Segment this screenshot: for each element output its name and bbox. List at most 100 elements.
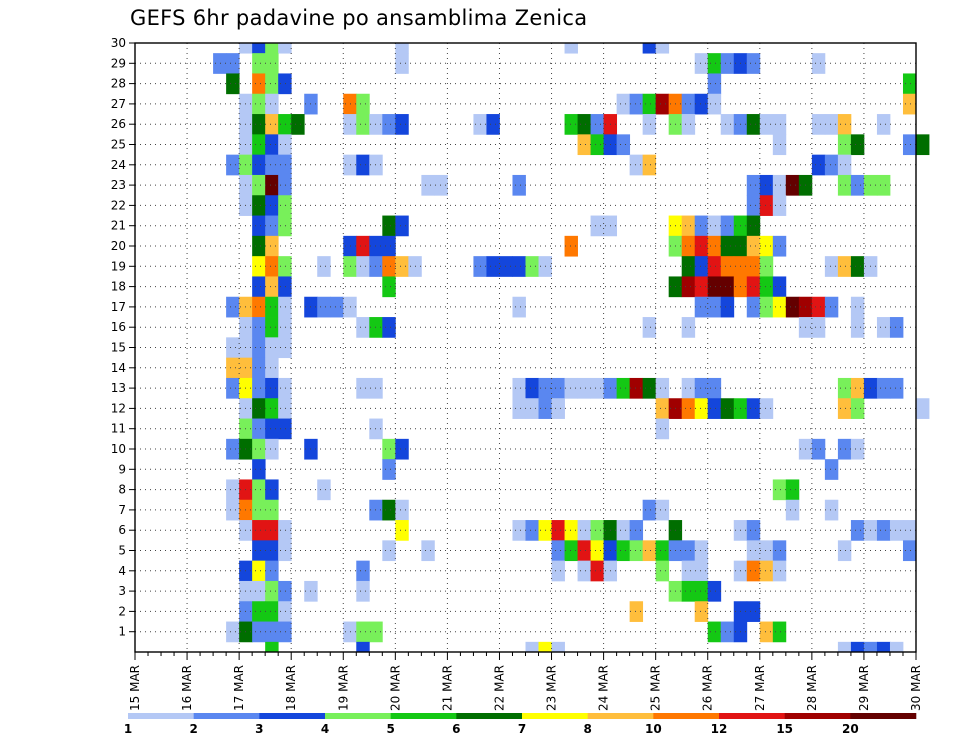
y-tick-label: 21	[111, 219, 126, 233]
heatmap-cell	[213, 53, 227, 74]
colorbar-swatch	[522, 713, 588, 719]
heatmap-cell	[265, 418, 279, 440]
heatmap-cell	[278, 73, 292, 95]
heatmap-cell	[746, 114, 761, 135]
heatmap-cell	[876, 317, 891, 338]
heatmap-cell	[252, 256, 266, 277]
heatmap-cell	[252, 438, 266, 460]
heatmap-cell	[577, 520, 591, 541]
heatmap-cell	[369, 418, 383, 440]
heatmap-cell	[265, 195, 279, 216]
heatmap-cell	[811, 154, 826, 176]
heatmap-cell	[395, 438, 409, 460]
heatmap-cell	[252, 317, 266, 338]
heatmap-cell	[655, 43, 670, 54]
heatmap-cell	[564, 114, 578, 135]
colorbar-swatch	[587, 713, 654, 719]
y-tick-label: 14	[111, 361, 126, 375]
heatmap-cell	[317, 256, 331, 277]
heatmap-cell	[577, 114, 591, 135]
heatmap-cell	[382, 235, 396, 257]
colorbar-label: 7	[518, 722, 526, 736]
heatmap-cell	[343, 93, 357, 115]
heatmap-cell	[330, 296, 344, 318]
heatmap-cell	[772, 479, 787, 501]
heatmap-cell	[252, 93, 266, 115]
heatmap-cell	[252, 459, 266, 480]
heatmap-cell	[746, 540, 761, 562]
heatmap-cell	[252, 215, 266, 237]
heatmap-cell	[694, 53, 709, 74]
heatmap-cell	[707, 73, 722, 95]
heatmap-cell	[265, 235, 279, 257]
heatmap-cell	[564, 235, 578, 257]
heatmap-cell	[681, 235, 696, 257]
heatmap-cell	[278, 154, 292, 176]
y-tick-label: 25	[111, 138, 126, 152]
heatmap-cell	[343, 256, 357, 277]
heatmap-cell	[746, 520, 761, 541]
heatmap-cell	[564, 520, 578, 541]
heatmap-cell	[837, 174, 852, 196]
heatmap-cell	[681, 114, 696, 135]
heatmap-cell	[278, 134, 292, 156]
heatmap-cell	[837, 256, 852, 277]
heatmap-cell	[278, 621, 292, 643]
heatmap-cell	[278, 174, 292, 196]
colorbar-label: 1	[124, 722, 132, 736]
heatmap-cell	[512, 174, 526, 196]
heatmap-cell	[278, 256, 292, 277]
heatmap-cell	[876, 174, 891, 196]
x-tick-label: 16 MAR	[180, 665, 194, 711]
heatmap-cell	[720, 276, 735, 298]
heatmap-cell	[681, 215, 696, 237]
x-tick-label: 19 MAR	[336, 665, 350, 711]
x-axis: 15 MAR 16 MAR 17 MAR 18 MAR 19 MAR 20 MAR 21 M…	[128, 652, 923, 711]
heatmap-cell	[694, 377, 709, 399]
heatmap-cell	[486, 256, 500, 277]
heatmap-cell	[252, 540, 266, 562]
heatmap-cell	[889, 317, 904, 338]
heatmap-cell	[824, 114, 839, 135]
heatmap-cell	[356, 560, 370, 582]
heatmap-cell	[707, 377, 722, 399]
heatmap-cell	[642, 93, 657, 115]
heatmap-cell	[902, 134, 917, 156]
heatmap-cell	[382, 317, 396, 338]
heatmap-cell	[707, 296, 722, 318]
colorbar-label: 12	[711, 722, 728, 736]
heatmap-cell	[265, 114, 279, 135]
heatmap-cell	[746, 53, 761, 74]
heatmap-cell	[265, 479, 279, 501]
heatmap-cell	[252, 296, 266, 318]
heatmap-cell	[369, 235, 383, 257]
heatmap-cell	[681, 276, 696, 298]
heatmap-cell	[720, 398, 735, 419]
heatmap-cell	[707, 580, 722, 602]
heatmap-cell	[694, 296, 709, 318]
y-tick-label: 16	[111, 320, 126, 334]
heatmap-cell	[642, 540, 657, 562]
x-tick-label: 22 MAR	[492, 665, 506, 711]
heatmap-cell	[278, 296, 292, 318]
heatmap-cell	[317, 479, 331, 501]
heatmap-cell	[681, 317, 696, 338]
heatmap-cell	[616, 377, 631, 399]
heatmap-cell	[369, 621, 383, 643]
heatmap-cell	[642, 154, 657, 176]
colorbar-swatch	[456, 713, 523, 719]
heatmap-cell	[499, 256, 513, 277]
y-tick-label: 5	[118, 544, 126, 558]
heatmap-cell	[707, 215, 722, 237]
heatmap-cell	[720, 114, 735, 135]
heatmap-cell	[746, 174, 761, 196]
heatmap-cell	[837, 438, 852, 460]
heatmap-cell	[837, 540, 852, 562]
heatmap-cell	[837, 377, 852, 399]
heatmap-cell	[382, 215, 396, 237]
y-tick-label: 22	[111, 198, 126, 212]
heatmap-cell	[551, 398, 565, 419]
heatmap-cell	[590, 114, 604, 135]
heatmap-cell	[395, 215, 409, 237]
heatmap-cell	[512, 377, 526, 399]
